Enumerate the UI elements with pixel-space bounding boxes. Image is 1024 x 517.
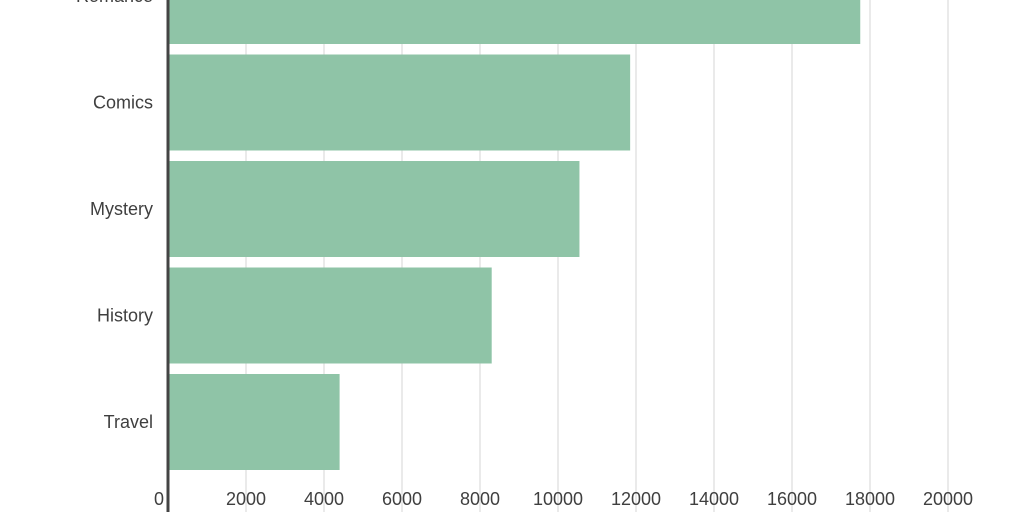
category-label-travel: Travel xyxy=(104,412,153,432)
category-label-mystery: Mystery xyxy=(90,199,153,219)
x-tick-label: 0 xyxy=(154,489,164,509)
labels: 0 2000 4000 6000 8000 10000 12000 14000 16000 180… xyxy=(76,0,973,509)
x-tick-label: 12000 xyxy=(611,489,661,509)
category-label-history: History xyxy=(97,306,153,326)
bar-romance xyxy=(168,0,861,44)
bar-history xyxy=(168,267,492,364)
bars xyxy=(168,0,861,470)
x-tick-label: 2000 xyxy=(226,489,266,509)
bar-travel xyxy=(168,374,340,470)
bar-mystery xyxy=(168,161,580,257)
x-tick-label: 14000 xyxy=(689,489,739,509)
x-tick-label: 4000 xyxy=(304,489,344,509)
x-tick-label: 10000 xyxy=(533,489,583,509)
category-label-comics: Comics xyxy=(93,93,153,113)
bar-comics xyxy=(168,54,631,151)
category-label-romance: Romance xyxy=(76,0,153,6)
x-tick-label: 8000 xyxy=(460,489,500,509)
x-tick-label: 16000 xyxy=(767,489,817,509)
x-tick-label: 20000 xyxy=(923,489,973,509)
x-tick-label: 6000 xyxy=(382,489,422,509)
x-tick-label: 18000 xyxy=(845,489,895,509)
